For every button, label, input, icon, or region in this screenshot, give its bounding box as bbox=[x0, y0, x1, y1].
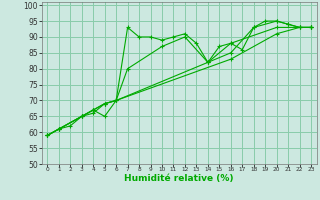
X-axis label: Humidité relative (%): Humidité relative (%) bbox=[124, 174, 234, 183]
